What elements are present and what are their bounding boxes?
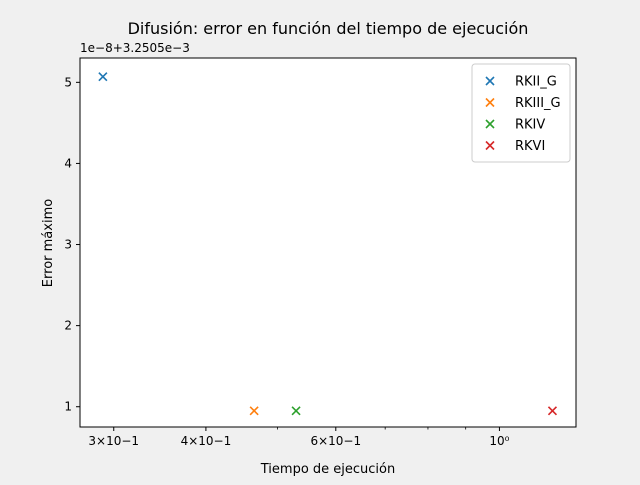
y-tick-label: 2 <box>64 319 72 333</box>
y-axis-label: Error máximo <box>41 199 56 287</box>
x-tick-label: 4×10−1 <box>181 434 232 448</box>
plot-frame <box>79 57 577 428</box>
y-tick-label: 5 <box>64 75 72 89</box>
legend: RKII_G RKIII_G RKIV RKVI <box>471 63 571 163</box>
y-axis-ticks: 1 2 3 4 5 <box>64 75 80 414</box>
legend-label: RKVI <box>515 139 545 154</box>
legend-marker <box>485 140 495 151</box>
chart-title: Difusión: error en función del tiempo de… <box>128 19 529 38</box>
marker-stroke <box>98 72 108 82</box>
marker-stroke <box>485 119 495 129</box>
marker-stroke <box>547 406 558 416</box>
data-point-rkii_g <box>98 72 108 82</box>
x-tick-label: 6×10−1 <box>310 434 361 448</box>
legend-marker <box>485 119 495 129</box>
legend-label: RKII_G <box>515 75 557 90</box>
x-tick-label: 10⁰ <box>489 434 509 448</box>
x-axis-ticks: 3×10−1 4×10−1 6×10−1 10⁰ <box>88 427 510 448</box>
data-point-rkvi <box>547 406 558 416</box>
marker-stroke <box>249 406 259 416</box>
x-axis-label: Tiempo de ejecución <box>260 462 395 477</box>
legend-marker <box>485 97 495 108</box>
legend-label: RKIV <box>515 118 545 133</box>
y-tick-label: 1 <box>64 400 72 414</box>
marker-stroke <box>485 76 495 86</box>
y-offset-label: 1e−8+3.2505e−3 <box>80 41 190 55</box>
data-points <box>98 72 558 416</box>
data-point-rkiii_g <box>249 406 259 416</box>
x-tick-label: 3×10−1 <box>88 434 139 448</box>
y-tick-label: 3 <box>64 238 72 252</box>
legend-marker <box>485 76 495 86</box>
marker-stroke <box>485 140 495 151</box>
marker-stroke <box>485 97 495 108</box>
legend-box <box>471 63 571 163</box>
legend-label: RKIII_G <box>515 96 561 111</box>
y-tick-label: 4 <box>64 156 72 170</box>
data-point-rkiv <box>291 406 301 416</box>
marker-stroke <box>291 406 301 416</box>
